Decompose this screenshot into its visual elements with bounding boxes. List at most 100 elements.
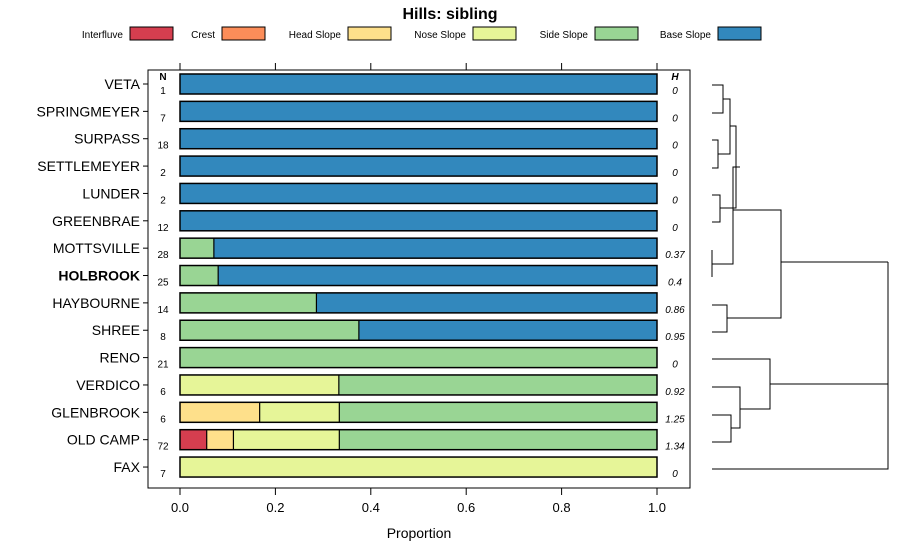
legend-label-4: Side Slope — [540, 30, 589, 41]
bar-outline-8 — [179, 292, 658, 314]
row-n-11: 6 — [160, 387, 166, 398]
bar-segment-7-4 — [180, 265, 219, 286]
row-label-7: HOLBROOK — [58, 268, 140, 284]
dendrogram-branch-14 — [712, 414, 732, 443]
row-n-12: 6 — [160, 414, 166, 425]
bar-segment-9-5 — [358, 320, 657, 341]
bar-outline-4 — [179, 182, 658, 205]
row-h-11: 0.92 — [665, 387, 685, 398]
row-h-13: 1.34 — [665, 442, 685, 453]
row-n-8: 14 — [157, 305, 169, 316]
row-n-5: 12 — [157, 223, 169, 234]
row-n-4: 2 — [160, 195, 166, 206]
x-tick-label-2: 0.4 — [362, 500, 380, 515]
h-header: H — [671, 72, 679, 83]
plot-frame — [147, 69, 691, 489]
row-h-8: 0.86 — [665, 305, 685, 316]
bar-segment-13-2 — [206, 429, 234, 450]
n-header: N — [159, 72, 166, 83]
row-n-14: 7 — [160, 469, 166, 480]
row-h-12: 1.25 — [665, 414, 685, 425]
bar-outline-10 — [179, 346, 658, 369]
bar-segment-4-5 — [180, 183, 657, 204]
bar-segment-0-5 — [180, 74, 657, 94]
bar-segment-13-0 — [180, 429, 207, 450]
bar-rows: VETA 1 0 SPRINGMEYER 7 0 SURPASS 18 0 SETTLEMEYER… — [37, 73, 685, 480]
row-label-8: HAYBOURNE — [52, 295, 140, 311]
row-n-9: 8 — [160, 332, 166, 343]
bar-outline-13 — [179, 428, 658, 451]
row-label-0: VETA — [104, 76, 140, 92]
bar-segment-10-4 — [180, 347, 657, 368]
dendrogram-branch-12 — [712, 358, 771, 410]
x-axis-label: Proportion — [387, 525, 452, 541]
row-n-2: 18 — [157, 141, 169, 152]
bar-outline-2 — [179, 127, 658, 150]
row-label-6: MOTTSVILLE — [53, 240, 140, 256]
row-n-0: 1 — [160, 86, 166, 97]
row-h-4: 0 — [672, 195, 678, 206]
bar-outline-7 — [179, 264, 658, 287]
bar-segment-7-5 — [218, 265, 657, 286]
top-axis-ticks — [179, 63, 658, 70]
bar-segment-13-4 — [339, 429, 657, 450]
x-tick-label-5: 1.0 — [648, 500, 666, 515]
row-h-14: 0 — [672, 469, 678, 480]
row-label-12: GLENBROOK — [51, 404, 140, 420]
legend: Interfluve Crest Head Slope Nose Slope Side … — [82, 26, 762, 41]
row-label-11: VERDICO — [76, 377, 140, 393]
row-n-3: 2 — [160, 168, 166, 179]
row-h-7: 0.4 — [668, 278, 682, 289]
bar-segment-5-5 — [180, 210, 657, 231]
row-label-3: SETTLEMEYER — [37, 158, 140, 174]
dendrogram-branch-1 — [712, 139, 719, 169]
dendrogram-branch-10 — [727, 209, 782, 319]
x-tick-label-0: 0.0 — [171, 500, 189, 515]
x-tick-label-3: 0.6 — [457, 500, 475, 515]
bar-outline-14 — [179, 456, 658, 478]
dendrogram-branch-4 — [723, 98, 731, 155]
legend-label-5: Base Slope — [660, 30, 712, 41]
bar-outline-3 — [179, 155, 658, 177]
row-n-10: 21 — [157, 360, 169, 371]
row-n-7: 25 — [157, 278, 169, 289]
legend-swatch-1 — [221, 26, 266, 41]
dendrogram-branch-0 — [712, 84, 724, 114]
bar-outline-6 — [179, 237, 658, 259]
x-tick-label-1: 0.2 — [266, 500, 284, 515]
row-label-9: SHREE — [92, 322, 140, 338]
legend-swatch-3 — [472, 26, 517, 41]
bar-outline-11 — [179, 374, 658, 396]
row-label-13: OLD CAMP — [67, 432, 140, 448]
bar-segment-12-3 — [259, 402, 340, 423]
dendrogram-branch-3 — [712, 194, 721, 223]
row-h-1: 0 — [672, 113, 678, 124]
legend-swatch-0 — [129, 26, 174, 41]
legend-label-0: Interfluve — [82, 30, 124, 41]
bar-segment-11-3 — [180, 374, 339, 395]
bar-segment-1-5 — [180, 101, 657, 122]
row-n-6: 28 — [157, 250, 169, 261]
chart-title: Hills: sibling — [402, 6, 497, 23]
bar-outline-1 — [179, 100, 658, 123]
bar-segment-11-4 — [338, 374, 657, 395]
legend-swatch-2 — [347, 26, 392, 41]
dendrogram — [711, 84, 889, 470]
bar-segment-8-4 — [180, 292, 317, 313]
legend-swatch-4 — [594, 26, 639, 41]
legend-swatch-5 — [717, 26, 762, 41]
legend-label-2: Head Slope — [289, 30, 342, 41]
row-h-5: 0 — [672, 223, 678, 234]
bar-outline-9 — [179, 319, 658, 341]
dendrogram-branch-15 — [712, 383, 889, 470]
row-h-10: 0 — [672, 360, 678, 371]
bar-outline-12 — [179, 401, 658, 424]
row-n-1: 7 — [160, 113, 166, 124]
bar-segment-9-4 — [180, 320, 359, 341]
bar-segment-12-4 — [339, 402, 657, 423]
bar-segment-12-2 — [180, 402, 260, 423]
x-axis: 0.0 0.2 0.4 0.6 0.8 1.0 — [171, 488, 666, 515]
bar-segment-14-3 — [180, 457, 657, 478]
bar-segment-13-3 — [233, 429, 340, 450]
